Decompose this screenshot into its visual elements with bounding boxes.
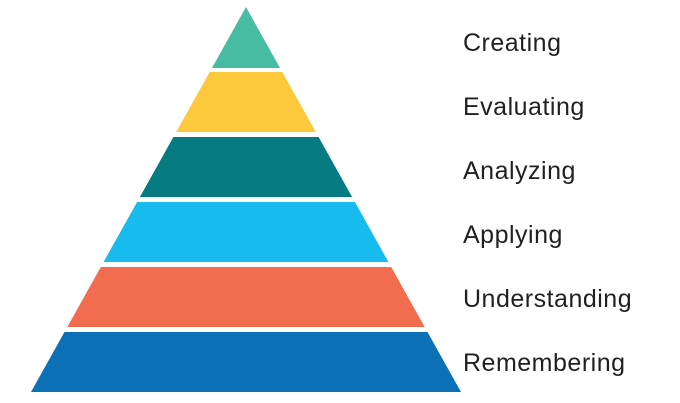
label-row-creating: Creating — [463, 7, 673, 71]
level-label-evaluating: Evaluating — [463, 92, 585, 121]
pyramid-level-creating — [31, 7, 461, 68]
pyramid-level-analyzing — [31, 136, 461, 198]
pyramid-level-remembering — [31, 331, 461, 392]
label-row-remembering: Remembering — [463, 328, 673, 392]
label-row-evaluating: Evaluating — [463, 71, 673, 135]
label-row-understanding: Understanding — [463, 264, 673, 328]
level-labels: Creating Evaluating Analyzing Applying U… — [463, 7, 673, 392]
level-label-creating: Creating — [463, 28, 562, 57]
label-row-analyzing: Analyzing — [463, 135, 673, 199]
level-label-remembering: Remembering — [463, 349, 626, 378]
label-row-applying: Applying — [463, 200, 673, 264]
pyramid-level-applying — [31, 201, 461, 263]
pyramid-level-evaluating — [31, 71, 461, 133]
level-label-applying: Applying — [463, 221, 563, 250]
pyramid — [31, 7, 461, 392]
level-label-analyzing: Analyzing — [463, 156, 576, 185]
level-label-understanding: Understanding — [463, 285, 633, 314]
pyramid-level-understanding — [31, 266, 461, 328]
